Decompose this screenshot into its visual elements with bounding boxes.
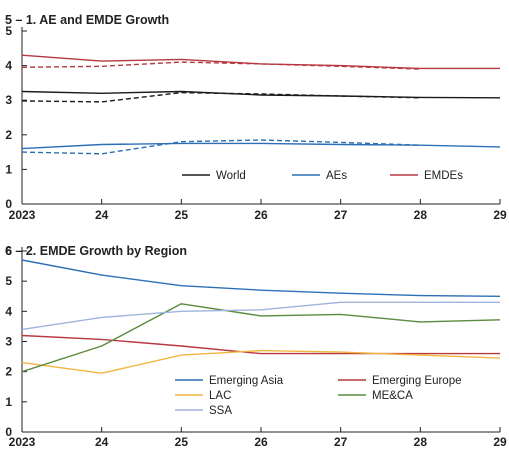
panel1-plot: 0 1 2 3 4 5 2023 24 25 26 27 28 29 World AEs EMDEs (5, 24, 507, 222)
panel1-title: 5 – 1. AE and EMDE Growth (5, 13, 169, 27)
panel1-x-tick-label: 27 (334, 208, 348, 222)
panel2-x-tick-label: 27 (334, 435, 348, 449)
panel1-x-tick-label: 2023 (9, 208, 36, 222)
panel1-x-tick-label: 26 (254, 208, 268, 222)
panel1-y-tick-label: 0 (5, 197, 12, 211)
panel2-series-line (21, 334, 500, 355)
panel1-y-tick-label: 3 (5, 93, 12, 107)
panel1-series-line-dashed (21, 139, 421, 155)
panel2-x-tick-label: 28 (414, 435, 428, 449)
panel2-y-tick-label: 0 (5, 425, 12, 439)
panel1-x-tick-label: 28 (414, 208, 428, 222)
panel1-series-line (21, 54, 500, 70)
panel2-series-line (21, 303, 501, 373)
panel2-legend-label: LAC (209, 390, 231, 402)
panel2-series-line (21, 259, 501, 297)
panel1-series-line (21, 142, 501, 150)
panel1-y-tick-label: 1 (5, 162, 12, 176)
panel2-x-tick-label: 29 (493, 435, 507, 449)
panel2-title: 6 – 2. EMDE Growth by Region (5, 244, 187, 258)
panel2-legend-label: Emerging Europe (372, 375, 462, 387)
panel1-y-tick-label: 4 (5, 59, 12, 73)
panel1-y-tick-label: 2 (5, 128, 12, 142)
panel2-y-tick-label: 5 (5, 274, 12, 288)
panel2-series-line (21, 349, 501, 374)
panel2-legend-label: SSA (209, 405, 232, 417)
panel2-y-tick-label: 2 (5, 365, 12, 379)
panel2-legend-label: Emerging Asia (209, 375, 284, 387)
panel2-y-tick-label: 3 (5, 335, 12, 349)
panel2-y-tick-label: 4 (5, 304, 12, 318)
panel1-legend-label: World (216, 170, 246, 182)
panel2-x-tick-label: 26 (254, 435, 268, 449)
panel1-y-tick-label: 5 (5, 24, 12, 38)
panel2-legend-label: ME&CA (372, 390, 413, 402)
panel2-plot: 0 1 2 3 4 5 6 2023 24 25 26 27 28 29 Emerging Asia Emer… (5, 244, 507, 449)
panel2-x-tick-label: 25 (175, 435, 189, 449)
panel2-series-line (21, 301, 500, 331)
panel1-x-tick-label: 25 (175, 208, 189, 222)
panel1-series-line-dashed (21, 61, 421, 70)
panel1-series-line (21, 90, 501, 99)
panel2-x-tick-label: 2023 (9, 435, 36, 449)
panel2-x-tick-label: 24 (95, 435, 109, 449)
panel1-x-tick-label: 29 (493, 208, 507, 222)
panel2-y-tick-label: 1 (5, 395, 12, 409)
panel2-y-tick-label: 6 (5, 244, 12, 258)
panel1-legend-label: AEs (326, 170, 347, 182)
panel1-legend-label: EMDEs (424, 170, 463, 182)
panel1-series-line-dashed (21, 91, 421, 103)
panel1-x-tick-label: 24 (95, 208, 109, 222)
